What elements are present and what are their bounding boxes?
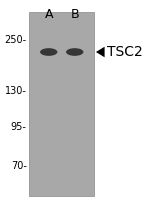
Text: 250-: 250- [4, 36, 27, 45]
Text: B: B [70, 8, 79, 21]
Text: A: A [45, 8, 53, 21]
Text: 70-: 70- [11, 161, 27, 171]
Polygon shape [96, 47, 105, 57]
Ellipse shape [66, 48, 83, 56]
Text: 130-: 130- [5, 85, 27, 96]
Ellipse shape [40, 48, 57, 56]
Text: 95-: 95- [11, 122, 27, 132]
Bar [29, 11, 94, 196]
Text: TSC2: TSC2 [106, 45, 142, 59]
